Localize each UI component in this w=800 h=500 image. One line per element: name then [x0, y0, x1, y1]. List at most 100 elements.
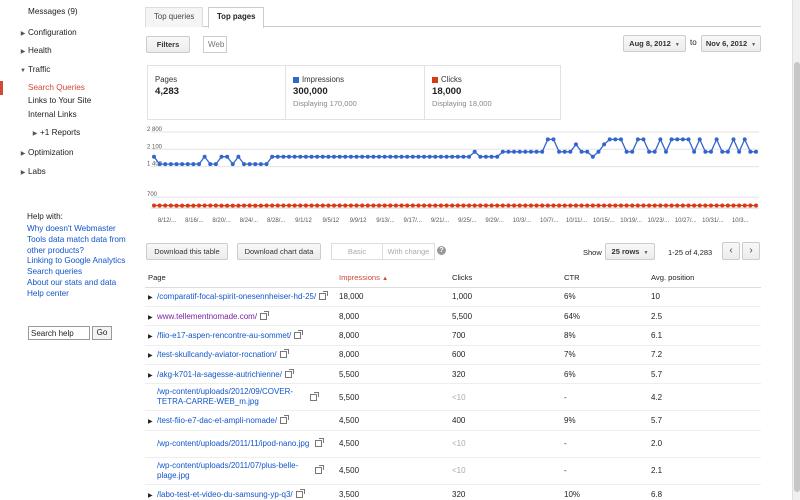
col-clicks[interactable]: Clicks [449, 268, 561, 288]
messages-link[interactable]: Messages (9) [28, 7, 78, 16]
clicks-point [692, 203, 697, 208]
external-link-icon[interactable] [294, 329, 304, 339]
impressions-point [742, 137, 747, 142]
clicks-point [287, 203, 292, 208]
page-link[interactable]: /comparatif-focal-spirit-onesennheiser-h… [157, 292, 317, 302]
rows-select[interactable]: 25 rows ▼ [605, 243, 655, 260]
page-link[interactable]: /wp-content/uploads/2011/11/ipod-nano.jp… [157, 438, 310, 448]
page-link[interactable]: /wp-content/uploads/2012/09/COVER-TETRA-… [157, 387, 294, 407]
help-link-search-queries[interactable]: Search queries [27, 267, 83, 277]
go-button[interactable]: Go [92, 326, 112, 340]
page-link[interactable]: /test-skullcandy-aviator-rocnation/ [157, 350, 277, 360]
sidebar-item-configuration[interactable]: ▶ Configuration [18, 26, 153, 40]
cell-page: ▶ www.tellementnomade.com/ [145, 306, 336, 327]
x-tick-label: 9/9/12 [350, 218, 367, 224]
impressions-point [495, 154, 500, 159]
clicks-point [197, 203, 202, 208]
clicks-point [557, 203, 562, 208]
impressions-value: 300,000 [293, 86, 328, 97]
sidebar-item-links-to-site[interactable]: Links to Your Site [28, 96, 92, 105]
clicks-point [270, 203, 275, 208]
page-link[interactable]: /test-fiio-e7-dac-et-ampli-nomade/ [157, 416, 278, 426]
tab-top-queries[interactable]: Top queries [145, 7, 204, 27]
sidebar-item-optimization[interactable]: ▶ Optimization [18, 146, 153, 160]
impressions-point [360, 154, 365, 159]
col-ctr[interactable]: CTR [561, 268, 648, 288]
sidebar-item-labs[interactable]: ▶ Labs [18, 165, 153, 179]
clicks-point [686, 203, 691, 208]
scrollbar[interactable] [792, 0, 800, 500]
scrollbar-thumb[interactable] [794, 62, 800, 492]
impressions-point [197, 162, 202, 167]
page-link[interactable]: /wp-content/uploads/2011/07/plus-belle-p… [157, 460, 299, 480]
clicks-point [360, 203, 365, 208]
impressions-point [472, 149, 477, 154]
next-page-button[interactable]: › [742, 242, 760, 260]
pages-label: Pages [155, 75, 178, 84]
with-change-toggle[interactable]: With change [383, 243, 435, 260]
basic-toggle[interactable]: Basic [331, 243, 383, 260]
external-link-icon[interactable] [310, 391, 319, 401]
external-link-icon[interactable] [315, 437, 324, 447]
external-link-icon[interactable] [279, 349, 289, 359]
impressions-swatch-icon [293, 76, 299, 83]
external-link-icon[interactable] [295, 488, 305, 498]
expand-row-icon[interactable]: ▶ [148, 314, 153, 321]
table-body: ▶ /comparatif-focal-spirit-onesennheiser-… [145, 287, 761, 500]
web-filter[interactable]: Web [203, 36, 227, 53]
external-link-icon[interactable] [315, 464, 324, 474]
help-link-help-center[interactable]: Help center [27, 288, 69, 298]
expand-row-icon[interactable]: ▶ [148, 333, 153, 340]
impressions-point [438, 154, 443, 159]
external-link-icon[interactable] [319, 291, 329, 301]
impressions-point [708, 149, 713, 154]
cell-page: ▶ /akg-k701-la-sagesse-autrichienne/ [145, 364, 336, 385]
download-table-button[interactable]: Download this table [146, 243, 228, 260]
help-icon[interactable]: ? [437, 246, 446, 255]
prev-page-button[interactable]: ‹ [722, 242, 740, 260]
help-link-data-mismatch[interactable]: Why doesn't Webmaster Tools data match d… [27, 224, 126, 255]
expand-row-icon[interactable]: ▶ [148, 295, 153, 302]
expand-row-icon[interactable]: ▶ [148, 492, 153, 499]
page-link[interactable]: /akg-k701-la-sagesse-autrichienne/ [157, 369, 282, 379]
page-link[interactable]: www.tellementnomade.com/ [157, 311, 258, 321]
date-to-select[interactable]: Nov 6, 2012 ▼ [701, 35, 761, 52]
clicks-point [236, 203, 241, 208]
external-link-icon[interactable] [280, 415, 290, 425]
download-chart-button[interactable]: Download chart data [237, 243, 321, 260]
impressions-point [410, 154, 415, 159]
sidebar-item-health[interactable]: ▶ Health [18, 44, 153, 58]
clicks-point [714, 203, 719, 208]
help-link-stats[interactable]: About our stats and data [27, 277, 117, 287]
summary-impressions[interactable]: Impressions 300,000 Displaying 170,000 [286, 66, 425, 119]
impressions-point [219, 154, 224, 159]
sidebar-item-internal-links[interactable]: Internal Links [28, 110, 77, 119]
impressions-point [686, 137, 691, 142]
clicks-point [540, 203, 545, 208]
summary-clicks[interactable]: Clicks 18,000 Displaying 18,000 [425, 66, 562, 119]
page-link[interactable]: /labo-test-et-video-du-samsung-yp-q3/ [157, 489, 293, 499]
sidebar-item-plus1-reports[interactable]: ▶ +1 Reports [30, 126, 165, 140]
impressions-point [647, 149, 652, 154]
filters-button[interactable]: Filters [146, 36, 190, 53]
sidebar-item-search-queries[interactable]: Search Queries [28, 83, 85, 92]
x-tick-label: 9/5/12 [322, 218, 339, 224]
impressions-point [714, 137, 719, 142]
expand-row-icon[interactable]: ▶ [148, 353, 153, 360]
col-avg-position[interactable]: Avg. position [648, 268, 761, 288]
tab-top-pages[interactable]: Top pages [208, 7, 265, 28]
search-help-input[interactable] [28, 326, 90, 340]
col-page[interactable]: Page [145, 268, 336, 288]
help-link-analytics[interactable]: Linking to Google Analytics [27, 256, 126, 266]
date-from-select[interactable]: Aug 8, 2012 ▼ [623, 35, 686, 52]
col-impressions[interactable]: Impressions ▲ [336, 268, 449, 288]
page-link[interactable]: /fiio-e17-aspen-rencontre-au-sommet/ [157, 330, 292, 340]
expand-row-icon[interactable]: ▶ [148, 419, 153, 426]
clicks-point [472, 203, 477, 208]
expand-row-icon[interactable]: ▶ [148, 372, 153, 379]
sidebar-item-traffic[interactable]: ▼ Traffic [18, 63, 153, 77]
external-link-icon[interactable] [284, 368, 294, 378]
external-link-icon[interactable] [260, 310, 270, 320]
impressions-point [590, 154, 595, 159]
clicks-point [602, 203, 607, 208]
